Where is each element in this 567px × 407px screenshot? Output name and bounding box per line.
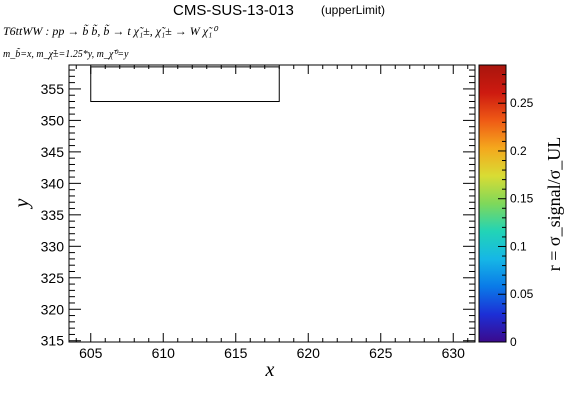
- colorbar-tick-label: 0: [510, 335, 517, 349]
- colorbar-tick-label: 0.2: [510, 144, 527, 158]
- y-tick-label: 350: [41, 112, 65, 128]
- x-ticks: 605 610 615 620 625 630: [75, 65, 469, 361]
- x-tick-label: 625: [369, 345, 393, 361]
- mass-description: m_b̃=x, m_χ̃±=1.25*y, m_χ̃⁰=y: [3, 47, 129, 60]
- boxes-layer: [90, 66, 280, 103]
- y-tick-label: 315: [41, 333, 65, 349]
- x-axis-label: x: [265, 359, 275, 381]
- y-ticks: 315 320 325 330 335 340 345 350 355: [41, 69, 475, 349]
- x-tick-label: 620: [297, 345, 321, 361]
- colorbar-tick-label: 0.25: [510, 96, 534, 110]
- plot-frame: [68, 64, 476, 343]
- x-tick-label: 610: [152, 345, 176, 361]
- x-tick-label: 605: [79, 345, 103, 361]
- process-description: T6ttWW : pp → b̃ b̃, b̃ → t χ̃₁±, χ̃₁± →…: [3, 24, 219, 38]
- chart-title: CMS-SUS-13-013: [173, 2, 294, 19]
- y-tick-label: 340: [41, 175, 65, 191]
- colorbar-tick-label: 0.15: [510, 192, 534, 206]
- y-tick-label: 325: [41, 270, 65, 286]
- y-tick-label: 320: [41, 301, 65, 317]
- colorbar-tick-label: 0.1: [510, 239, 527, 253]
- colorbar-label: r = σ_signal/σ_UL: [544, 137, 564, 272]
- chart-subtitle: (upperLimit): [321, 3, 385, 17]
- y-tick-label: 345: [41, 144, 65, 160]
- colorbar: [478, 64, 507, 343]
- y-tick-label: 335: [41, 207, 65, 223]
- y-tick-label: 355: [41, 81, 65, 97]
- y-axis-label: y: [11, 198, 33, 209]
- y-tick-label: 330: [41, 238, 65, 254]
- x-tick-label: 615: [224, 345, 248, 361]
- colorbar-tick-label: 0.05: [510, 287, 534, 301]
- x-tick-label: 630: [442, 345, 466, 361]
- colorbar-ticks: 0 0.05 0.1 0.15 0.2 0.25: [498, 74, 534, 349]
- region-box-0: [90, 66, 280, 103]
